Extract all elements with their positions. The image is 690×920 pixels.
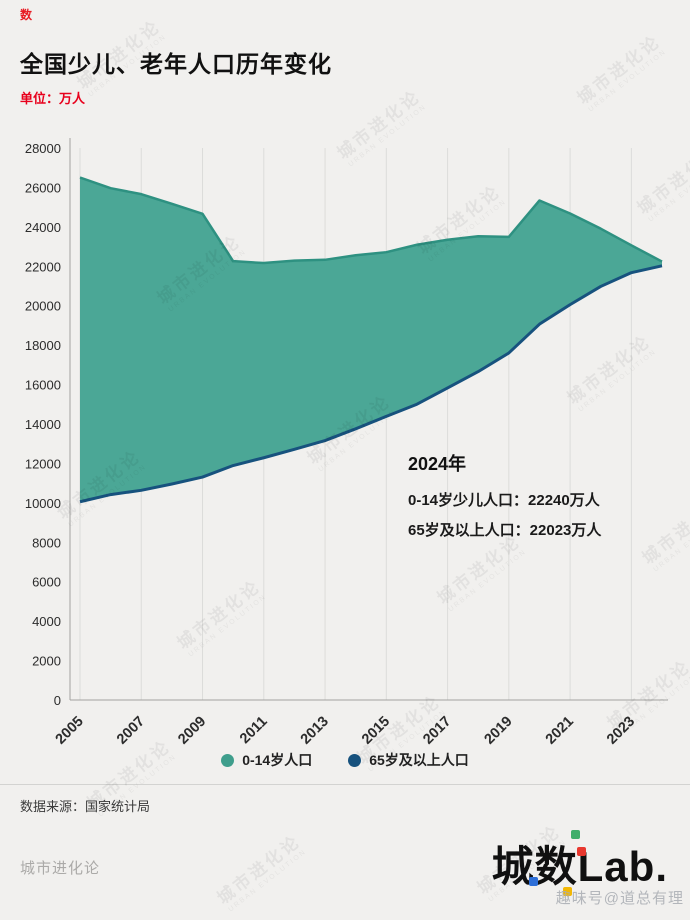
svg-text:2009: 2009 [175,714,209,748]
annotation-children-value: 0-14岁少儿人口：22240万人 [408,492,600,509]
mini-brand-icon: 数 [20,8,33,22]
page-title: 全国少儿、老年人口历年变化 [20,51,332,78]
svg-text:2021: 2021 [543,714,577,748]
svg-text:2005: 2005 [53,714,87,748]
svg-text:4000: 4000 [32,614,61,629]
legend-dot-children-icon [221,753,235,767]
svg-text:2000: 2000 [32,654,61,669]
logo-shu-text: 数 [534,843,578,890]
chart-annotation-2024: 2024年 0-14岁少儿人口：22240万人 65岁及以上人口：22023万人 [408,450,658,546]
logo-green-dot-icon [570,830,580,839]
overlay-watermark: 趣味号@道总有理 [555,890,684,907]
annotation-elderly-value: 65岁及以上人口：22023万人 [408,522,602,539]
chart-legend: 0-14岁人口 65岁及以上人口 [0,750,690,770]
svg-text:2017: 2017 [420,714,454,748]
logo-shu-glyph: 数 [528,830,586,896]
svg-text:0: 0 [54,693,61,708]
svg-text:2023: 2023 [604,714,638,748]
legend-label-children: 0-14岁人口 [242,752,313,768]
svg-text:28000: 28000 [25,141,61,156]
svg-text:24000: 24000 [25,220,61,235]
svg-text:22000: 22000 [25,259,61,274]
unit-label: 单位：万人 [20,91,86,106]
svg-text:2013: 2013 [298,714,332,748]
logo-cheng-glyph: 城 [491,843,535,890]
svg-text:2019: 2019 [482,714,516,748]
logo-lab-text: Lab. [577,843,668,890]
svg-text:2007: 2007 [114,714,148,748]
svg-text:2015: 2015 [359,714,393,748]
svg-text:10000: 10000 [25,496,61,511]
svg-text:6000: 6000 [32,575,61,590]
population-area-chart: 0 2000 4000 6000 8000 10000 12000 14000 16000 180… [0,118,690,766]
legend-item-children: 0-14岁人口 [221,750,312,770]
svg-text:2011: 2011 [237,714,271,748]
logo-red-dot-icon [576,847,586,856]
footer-divider [0,784,690,785]
svg-text:14000: 14000 [25,417,61,432]
chart-canvas: 0 2000 4000 6000 8000 10000 12000 14000 16000 180… [25,138,668,748]
svg-text:12000: 12000 [25,456,61,471]
data-source-note: 数据来源：国家统计局 [20,799,151,814]
svg-text:26000: 26000 [25,180,61,195]
cheng-shu-lab-logo: 城 数 Lab. [491,830,668,896]
logo-blue-dot-icon [528,877,538,886]
annotation-year: 2024年 [408,454,467,474]
svg-text:16000: 16000 [25,378,61,393]
legend-item-elderly: 65岁及以上人口 [348,750,469,770]
svg-text:18000: 18000 [25,338,61,353]
svg-text:8000: 8000 [32,535,61,550]
logo-yellow-dot-icon [562,887,572,896]
legend-dot-elderly-icon [348,753,362,767]
brand-text-left: 城市进化论 [20,860,101,877]
svg-text:20000: 20000 [25,299,61,314]
legend-label-elderly: 65岁及以上人口 [369,752,469,768]
